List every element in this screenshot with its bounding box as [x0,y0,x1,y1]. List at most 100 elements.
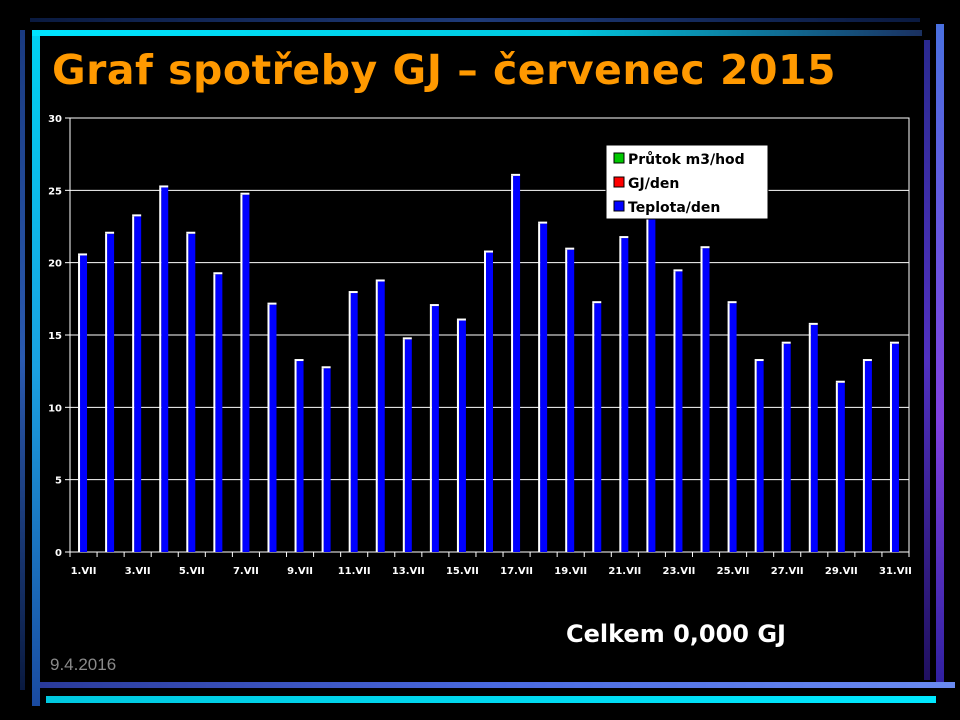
x-tick-label: 21.VII [608,566,641,577]
bar-teplota-edge [781,343,784,552]
x-tick-label: 17.VII [500,566,533,577]
bar-teplota-edge [240,194,243,552]
bar-teplota-top [565,247,575,250]
bar-teplota-edge [700,248,703,552]
x-tick-label: 9.VII [287,566,313,577]
bar-teplota [511,173,521,552]
bar-teplota [159,185,169,552]
bar-teplota-top [375,279,385,282]
bar-teplota-top [754,359,764,362]
bar-teplota-edge [348,293,351,552]
bar-teplota-top [862,359,872,362]
bar-teplota-top [673,269,683,272]
bar-teplota [348,291,358,552]
bar-teplota [862,359,872,552]
bar-teplota [402,337,412,552]
bar-teplota-face [675,271,683,552]
bar-teplota [132,214,142,552]
bar-teplota-top [619,236,629,239]
bar-teplota [213,272,223,552]
bar-teplota-edge [592,303,595,552]
bar-teplota-top [240,192,250,195]
bar-teplota-edge [538,223,541,552]
bar-teplota-edge [754,361,757,552]
bar-teplota-edge [267,304,270,552]
y-tick-label: 30 [48,114,62,125]
bar-teplota-face [377,281,385,552]
bar-teplota-edge [889,343,892,552]
bar-teplota-edge [429,306,432,552]
bar-teplota-face [458,320,466,552]
legend-label: Teplota/den [628,200,720,216]
bar-teplota-edge [78,255,81,552]
total-consumption: Celkem 0,000 GJ [566,620,786,648]
bar-teplota-edge [213,274,216,552]
bar-teplota-edge [862,361,865,552]
bar-teplota-edge [402,339,405,552]
bar-teplota-face [648,212,656,553]
bar-teplota-face [107,233,115,552]
bar-teplota-top [511,173,521,176]
bar-teplota-face [756,361,764,552]
x-tick-label: 15.VII [446,566,479,577]
bar-teplota-edge [294,361,297,552]
bar-teplota-face [864,361,872,552]
bar-teplota-face [188,233,196,552]
bar-teplota-face [837,382,845,552]
x-tick-label: 19.VII [554,566,587,577]
bar-teplota-top [592,301,602,304]
legend-label: GJ/den [628,176,679,192]
bar-teplota-top [700,246,710,249]
bar-teplota [781,341,791,552]
bar-teplota-face [215,274,223,552]
bar-teplota [186,231,196,552]
bar-teplota-face [161,187,169,552]
legend: Průtok m3/hod GJ/den Teplota/den [605,144,769,220]
bar-teplota [835,380,845,552]
decorative-bottom-line [40,682,955,688]
bar-teplota-top [267,302,277,305]
y-tick-label: 0 [55,548,62,559]
x-tick-label: 1.VII [71,566,97,577]
bar-teplota [619,236,629,552]
slide-date: 9.4.2016 [50,655,117,674]
bar-teplota-face [891,343,899,552]
x-tick-label: 11.VII [338,566,371,577]
x-tick-label: 5.VII [179,566,205,577]
bar-teplota-edge [727,303,730,552]
bar-teplota-top [159,185,169,188]
bar-teplota-top [484,250,493,253]
decorative-right-line [924,40,930,680]
bar-teplota-face [513,175,521,552]
bar-teplota [484,250,493,553]
legend-swatch [613,200,625,212]
legend-box [605,144,769,220]
bar-teplota-top [889,341,899,344]
decorative-bottom-line-cyan [46,696,936,703]
bar-teplota [105,231,115,552]
bar-teplota [592,301,602,552]
bar-teplota-top [538,221,548,224]
bar-teplota-face [269,304,277,552]
bar-teplota-edge [835,382,838,552]
bar-teplota-top [429,304,439,307]
bar-teplota-edge [646,212,649,553]
bar-teplota [429,304,439,552]
bar-teplota [646,210,656,553]
bar-teplota-top [321,366,331,369]
x-tick-label: 25.VII [717,566,750,577]
decorative-top-line [30,18,920,22]
bar-teplota [321,366,331,552]
bar-teplota-edge [511,175,514,552]
x-tick-label: 29.VII [825,566,858,577]
y-tick-label: 10 [48,403,62,414]
bar-teplota-top [456,318,466,321]
bar-teplota-face [702,248,710,552]
slide-title: Graf spotřeby GJ – červenec 2015 [52,46,837,94]
bar-teplota-top [808,322,818,325]
bar-teplota [538,221,548,552]
decorative-top-line-cyan [32,30,922,36]
bar-teplota-face [783,343,791,552]
x-tick-label: 31.VII [879,566,912,577]
